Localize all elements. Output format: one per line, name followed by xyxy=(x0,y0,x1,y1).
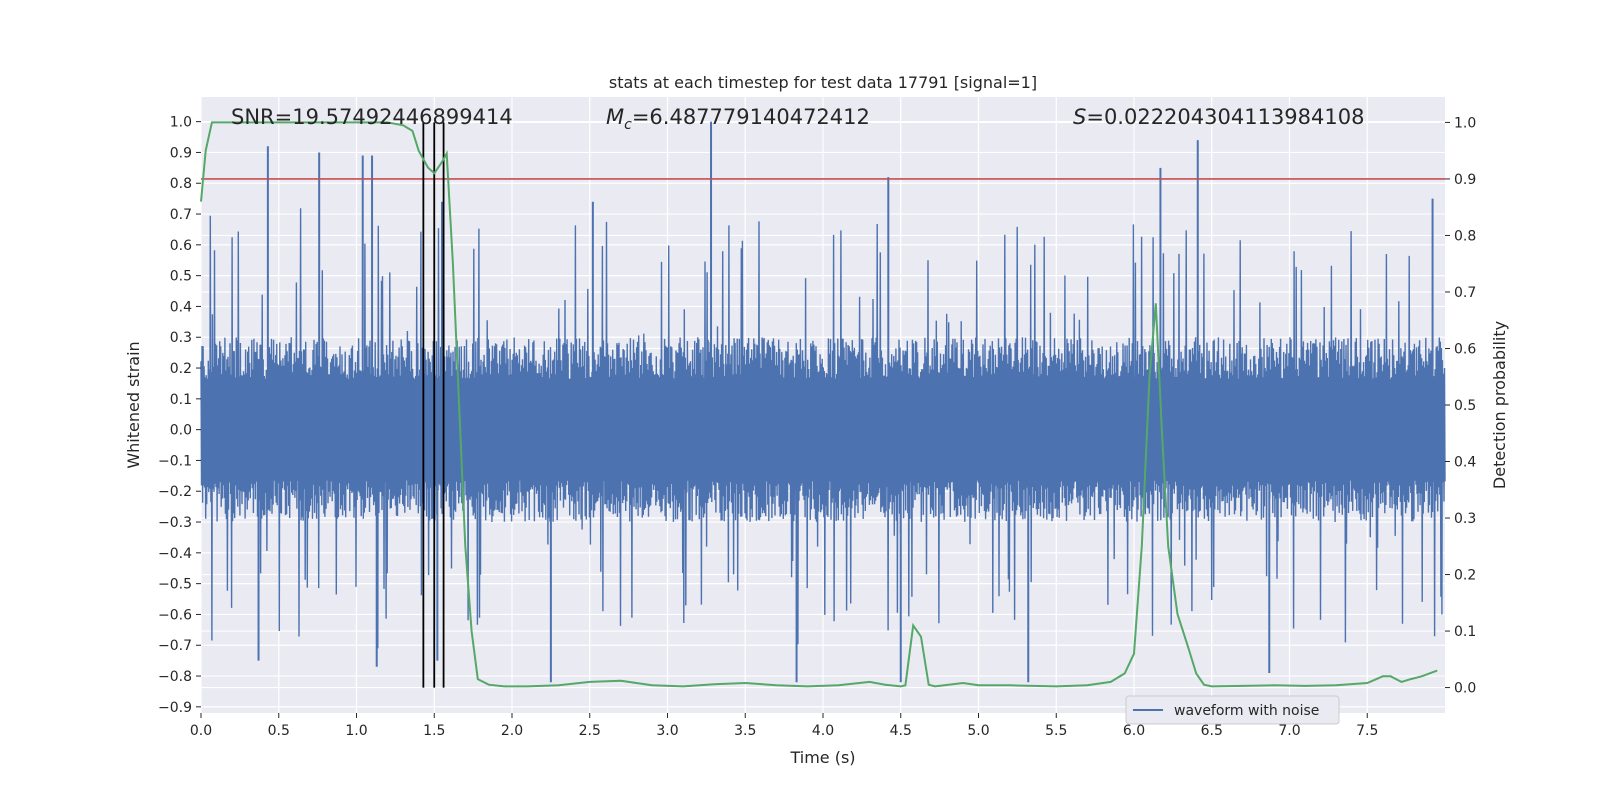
s-symbol: S xyxy=(1073,105,1086,129)
chirp-mass-symbol: M xyxy=(606,105,624,129)
x-axis-ticks: 0.0 0.5 1.0 1.5 2.0 2.5 3.0 3.5 4.0 4.5 5.0 5.5 6.0 6… xyxy=(190,713,1378,739)
legend: waveform with noise xyxy=(1125,695,1340,725)
y-tick-label: −0.2 xyxy=(158,484,192,500)
event-lines xyxy=(422,122,445,688)
y2-tick-label: 0.7 xyxy=(1454,285,1476,301)
legend-box xyxy=(1125,695,1340,725)
y-tick-label: 0.9 xyxy=(170,145,192,161)
legend-label: waveform with noise xyxy=(1174,703,1319,719)
x-axis-label: Time (s) xyxy=(789,748,855,767)
y-tick-label: 0.1 xyxy=(170,392,192,408)
waveform-line xyxy=(200,208,1446,649)
x-tick-label: 6.0 xyxy=(1123,723,1145,739)
y-tick-label: 0.7 xyxy=(170,207,192,223)
y-tick-label: −0.4 xyxy=(158,546,192,562)
y-tick-label: 1.0 xyxy=(170,115,192,131)
y2-tick-label: 1.0 xyxy=(1454,115,1476,131)
y2-tick-label: 0.4 xyxy=(1454,455,1476,471)
y2-tick-label: 0.9 xyxy=(1454,172,1476,188)
x-tick-label: 2.5 xyxy=(579,723,601,739)
x-tick-label: 5.0 xyxy=(967,723,989,739)
y2-tick-label: 0.1 xyxy=(1454,624,1476,640)
y2-tick-label: 0.8 xyxy=(1454,228,1476,244)
x-tick-label: 1.0 xyxy=(345,723,367,739)
x-tick-label: 7.0 xyxy=(1278,723,1300,739)
y-tick-label: −0.9 xyxy=(158,700,192,716)
chirp-mass-value: =6.487779140472412 xyxy=(632,105,870,129)
y-tick-label: −0.6 xyxy=(158,607,192,623)
chirp-mass-annotation: Mc=6.487779140472412 xyxy=(606,105,870,133)
s-annotation: S=0.022204304113984108 xyxy=(1073,105,1364,129)
chirp-mass-subscript: c xyxy=(624,117,632,133)
y2-tick-label: 0.0 xyxy=(1454,681,1476,697)
x-tick-label: 2.0 xyxy=(501,723,523,739)
x-tick-label: 0.5 xyxy=(268,723,290,739)
y-tick-label: −0.1 xyxy=(158,453,192,469)
chart-title: stats at each timestep for test data 177… xyxy=(609,73,1037,92)
s-value: =0.022204304113984108 xyxy=(1086,105,1364,129)
waveform-series xyxy=(200,121,1446,683)
x-tick-label: 0.0 xyxy=(190,723,212,739)
y2-axis-label: Detection probability xyxy=(1490,321,1509,489)
y-tick-label: 0.6 xyxy=(170,238,192,254)
x-tick-label: 6.5 xyxy=(1201,723,1223,739)
x-tick-label: 4.5 xyxy=(890,723,912,739)
y2-tick-label: 0.3 xyxy=(1454,511,1476,527)
probability-series xyxy=(200,121,1438,688)
y-tick-label: −0.3 xyxy=(158,515,192,531)
x-tick-label: 7.5 xyxy=(1356,723,1378,739)
y-tick-label: 0.4 xyxy=(170,299,192,315)
y-axis-ticks: 1.0 0.9 0.8 0.7 0.6 0.5 0.4 0.3 0.2 0.1 0.0 −0.1 −0.… xyxy=(158,115,201,716)
y2-tick-label: 0.6 xyxy=(1454,341,1476,357)
y-tick-label: −0.7 xyxy=(158,638,192,654)
probability-line xyxy=(200,121,1438,688)
y-tick-label: 0.2 xyxy=(170,361,192,377)
x-tick-label: 1.5 xyxy=(423,723,445,739)
x-tick-label: 4.0 xyxy=(812,723,834,739)
y2-tick-label: 0.2 xyxy=(1454,568,1476,584)
y-tick-label: 0.8 xyxy=(170,176,192,192)
x-tick-label: 3.5 xyxy=(734,723,756,739)
y-tick-label: 0.0 xyxy=(170,423,192,439)
y-tick-label: 0.3 xyxy=(170,330,192,346)
y-tick-label: −0.8 xyxy=(158,669,192,685)
snr-annotation: SNR=19.57492446899414 xyxy=(231,105,513,129)
y-axis-label: Whitened strain xyxy=(124,341,143,468)
y-tick-label: −0.5 xyxy=(158,577,192,593)
y2-tick-label: 0.5 xyxy=(1454,398,1476,414)
x-tick-label: 3.0 xyxy=(656,723,678,739)
x-tick-label: 5.5 xyxy=(1045,723,1067,739)
y2-axis-ticks: 1.0 0.9 0.8 0.7 0.6 0.5 0.4 0.3 0.2 0.1 0.0 xyxy=(1445,115,1476,697)
y-tick-label: 0.5 xyxy=(170,269,192,285)
